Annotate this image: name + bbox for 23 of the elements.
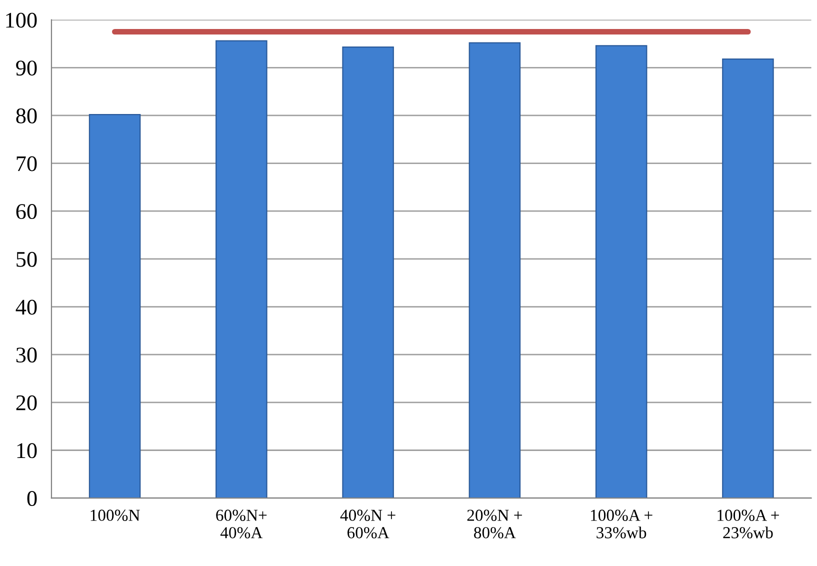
y-tick-label: 20 <box>16 395 37 410</box>
x-tick-label: 100%N <box>90 510 140 521</box>
x-tick-label: 20%N + 80%A <box>467 510 522 538</box>
bar <box>468 42 521 498</box>
y-tick-label: 80 <box>16 108 37 124</box>
bar <box>595 45 648 498</box>
y-tick-label: 0 <box>27 491 37 506</box>
x-tick-label: 40%N + 60%A <box>340 510 396 538</box>
bar <box>216 40 268 498</box>
y-tick-label: 70 <box>16 156 37 172</box>
bar <box>722 58 774 498</box>
bar <box>342 46 394 498</box>
x-tick-label: 60%N+ 40%A <box>216 510 267 538</box>
bar <box>88 114 141 498</box>
y-tick-label: 100 <box>6 12 37 28</box>
y-tick-label: 60 <box>16 204 37 220</box>
x-tick-label: 100%A + 23%wb <box>718 510 779 538</box>
y-tick-label: 50 <box>16 252 37 267</box>
x-tick-label: 100%A + 33%wb <box>591 510 652 538</box>
y-tick-label: 40 <box>16 300 37 315</box>
y-tick-label: 30 <box>16 348 37 363</box>
y-tick-label: 10 <box>17 443 37 458</box>
y-tick-label: 90 <box>16 60 37 76</box>
